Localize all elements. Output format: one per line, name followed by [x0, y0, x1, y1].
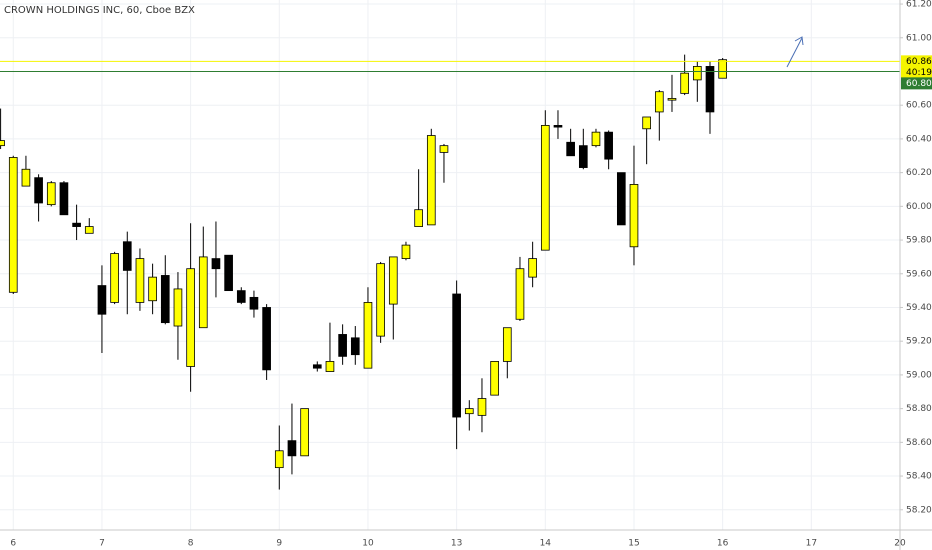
candle-body — [642, 116, 651, 130]
x-tick-label: 13 — [451, 539, 462, 549]
y-tick-label: 61.00 — [906, 33, 932, 43]
y-tick-label: 58.80 — [906, 404, 932, 414]
candle-body — [148, 276, 157, 302]
candle-body — [667, 98, 677, 101]
price-label: 60.86 — [906, 57, 932, 67]
candle-body — [439, 145, 449, 153]
candle-body — [84, 226, 94, 234]
candle-body — [325, 361, 335, 372]
x-tick-label: 15 — [628, 539, 639, 549]
candle-body — [540, 125, 550, 251]
y-tick-label: 58.20 — [906, 505, 932, 515]
candle-body — [110, 253, 119, 303]
candle-body — [287, 440, 297, 457]
chart-title: CROWN HOLDINGS INC, 60, Cboe BZX — [4, 5, 195, 16]
candle-body — [680, 72, 689, 94]
candle-body — [0, 140, 5, 147]
candle-body — [59, 182, 69, 216]
candle-body — [490, 361, 499, 396]
candle-body — [300, 408, 309, 457]
price-label: 60.80 — [906, 79, 932, 89]
candle-body — [591, 131, 601, 147]
x-tick-label: 7 — [99, 539, 105, 549]
candle-body — [186, 268, 195, 367]
y-tick-label: 60.60 — [906, 101, 932, 111]
candle-body — [528, 258, 537, 278]
candle-body — [8, 157, 18, 293]
candles — [0, 54, 900, 490]
axis: 58.20 58.40 58.60 58.80 59.00 59.20 59.40 59.60… — [10, 0, 932, 549]
y-tick-label: 61.20 — [906, 0, 932, 10]
candle-body — [502, 327, 512, 362]
grid — [0, 0, 901, 530]
candle-body — [72, 222, 81, 227]
candle-body — [236, 290, 246, 303]
x-tick-label: 10 — [362, 539, 374, 549]
candle-body — [553, 125, 563, 128]
candle-body — [160, 275, 170, 324]
candle-body — [629, 184, 639, 248]
candle-body — [34, 177, 43, 204]
candle-body — [46, 182, 56, 206]
x-tick-label: 14 — [540, 539, 552, 549]
candle-body — [198, 256, 208, 329]
candle-body — [718, 59, 727, 79]
candle-body — [97, 285, 107, 315]
candle-body — [21, 168, 31, 187]
candle-body — [401, 244, 411, 259]
candle-body — [566, 141, 575, 157]
candle-body — [604, 131, 613, 160]
candle-body — [312, 364, 322, 369]
x-tick-label: 17 — [806, 539, 817, 549]
y-tick-label: 59.20 — [906, 337, 932, 347]
candle-body — [477, 398, 487, 416]
candle-body — [249, 296, 259, 310]
arrow-head — [794, 36, 804, 46]
y-tick-label: 58.40 — [906, 472, 932, 482]
y-tick-label: 60.40 — [906, 134, 932, 144]
x-tick-label: 8 — [188, 539, 194, 549]
candle-body — [578, 145, 588, 168]
candle-body — [135, 258, 145, 303]
candle-body — [616, 172, 626, 226]
candle-body — [426, 135, 436, 226]
candle-body — [350, 337, 360, 356]
candle-body — [515, 268, 525, 320]
candle-body — [224, 254, 233, 292]
countdown: 40:19 — [906, 68, 932, 78]
price-label-box — [901, 55, 932, 79]
y-tick-label: 59.40 — [906, 303, 932, 313]
x-tick-label: 6 — [10, 539, 16, 549]
candle-body — [376, 263, 385, 337]
candle-body — [654, 91, 664, 113]
candle-body — [338, 334, 347, 357]
candle-body — [414, 209, 423, 227]
y-tick-label: 60.20 — [906, 168, 932, 178]
price-label-box — [901, 77, 932, 90]
candle-body — [211, 258, 221, 270]
candle-body — [274, 450, 284, 469]
candle-body — [692, 66, 702, 81]
candle-body — [388, 256, 398, 305]
y-tick-label: 59.00 — [906, 370, 932, 380]
x-tick-label: 20 — [894, 539, 906, 549]
candle-body — [452, 293, 461, 418]
y-tick-label: 59.60 — [906, 269, 932, 279]
candle-body — [705, 66, 715, 113]
candle-body — [122, 241, 132, 271]
x-tick-label: 9 — [276, 539, 282, 549]
candle-body — [363, 302, 373, 369]
y-tick-label: 59.80 — [906, 236, 932, 246]
candle-body — [262, 307, 271, 371]
candle-body — [173, 288, 183, 327]
x-tick-label: 16 — [717, 539, 729, 549]
y-tick-label: 58.60 — [906, 438, 932, 448]
y-tick-label: 60.00 — [906, 202, 932, 212]
candle-body — [464, 408, 474, 415]
arrow — [786, 37, 803, 68]
